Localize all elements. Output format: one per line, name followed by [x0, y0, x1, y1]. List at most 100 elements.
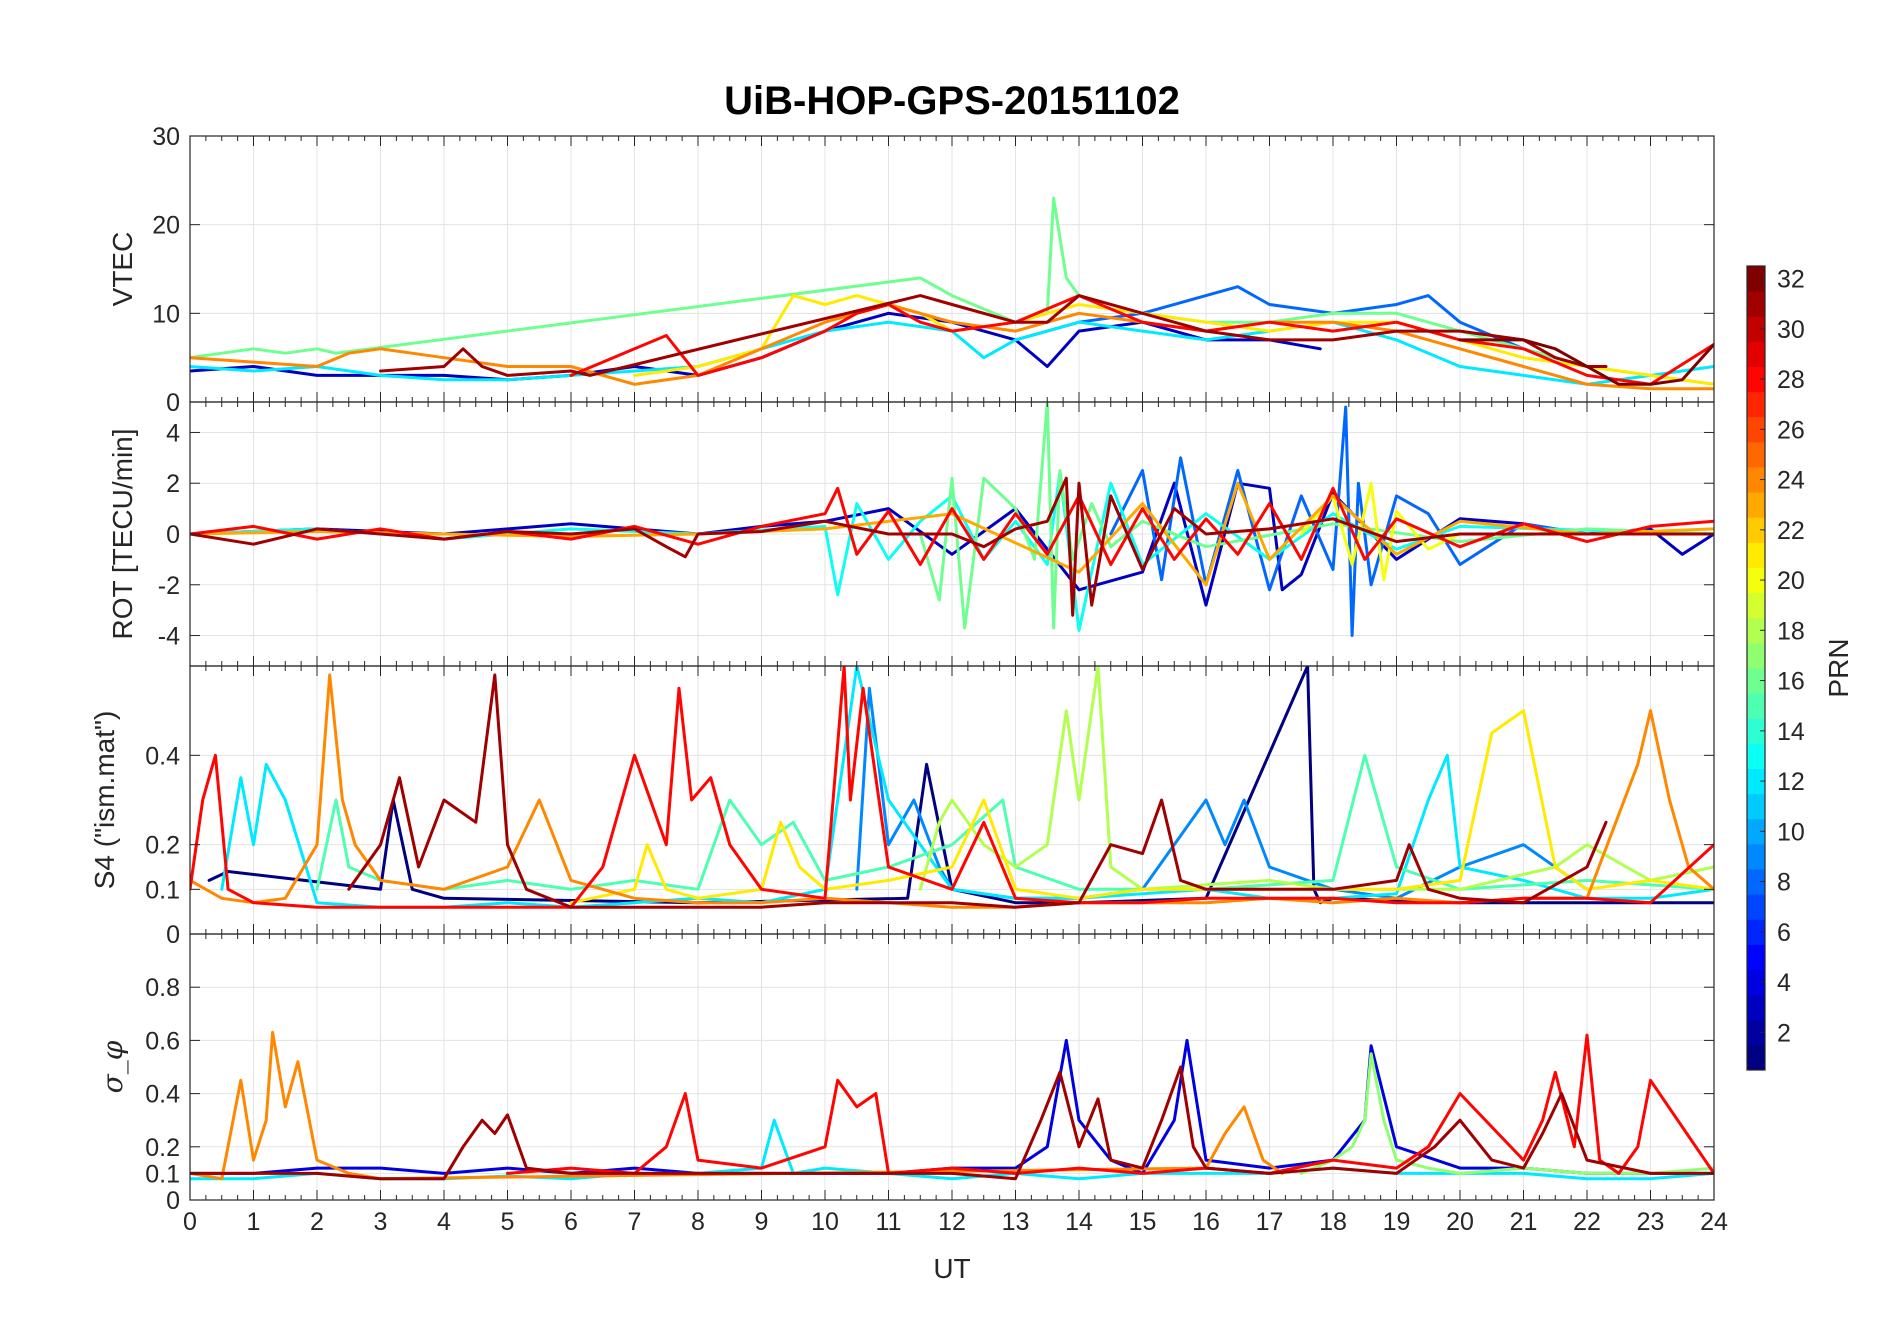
x-tick-label: 12: [938, 1208, 966, 1236]
x-tick-label: 3: [374, 1208, 388, 1236]
colorbar-tick-label: 28: [1777, 366, 1805, 394]
colorbar-label: PRN: [1823, 638, 1854, 697]
x-tick-label: 22: [1573, 1208, 1601, 1236]
x-tick-label: 2: [310, 1208, 324, 1236]
y-tick-label-rot: 2: [166, 470, 180, 498]
x-tick-label: 6: [564, 1208, 578, 1236]
y-tick-label-sigma: 0.6: [145, 1027, 180, 1055]
series-group-sigma: [190, 1030, 1714, 1181]
colorbar-swatch-10: [1747, 818, 1765, 845]
x-tick-label: 20: [1446, 1208, 1474, 1236]
colorbar-swatch-2: [1747, 1019, 1765, 1046]
colorbar-swatch-4: [1747, 969, 1765, 996]
x-tick-label: 18: [1319, 1208, 1347, 1236]
colorbar-swatch-24: [1747, 467, 1765, 493]
colorbar-swatch-30: [1747, 316, 1765, 342]
series-prn-20: [1299, 481, 1462, 582]
colorbar-frame: [1746, 265, 1766, 1071]
colorbar-swatch-23: [1747, 492, 1765, 518]
colorbar-tick-label: 6: [1777, 919, 1791, 947]
colorbar-tick-label: 20: [1777, 567, 1805, 595]
colorbar-swatch-18: [1747, 617, 1765, 644]
series-prn-12: [220, 666, 1714, 909]
colorbar-tick-label: 22: [1777, 517, 1805, 545]
colorbar-swatch-32: [1747, 266, 1765, 292]
colorbar-swatch-17: [1747, 642, 1765, 669]
series-prn-24: [190, 1030, 1284, 1181]
series-prn-31: [347, 673, 1608, 909]
series-prn-17: [1299, 1052, 1714, 1175]
x-tick-label: 5: [501, 1208, 515, 1236]
colorbar-swatch-14: [1747, 718, 1765, 744]
y-tick-label-sigma: 0.1: [145, 1160, 180, 1188]
x-tick-label: 23: [1637, 1208, 1665, 1236]
y-axis-label-s4: S4 ("ism.mat"): [89, 711, 120, 890]
x-tick-label: 21: [1510, 1208, 1538, 1236]
colorbar-swatch-22: [1747, 517, 1765, 543]
colorbar-tick-label: 30: [1777, 316, 1805, 344]
colorbar-tick-label: 8: [1777, 869, 1791, 897]
series-prn-16: [918, 402, 1714, 630]
colorbar-tick-label: 26: [1777, 416, 1805, 444]
y-tick-label-sigma: 0.8: [145, 974, 180, 1002]
series-prn-9: [855, 686, 1589, 900]
x-axis-label: UT: [933, 1253, 970, 1284]
series-prn-31: [190, 476, 1714, 617]
panel-s4: 0 0.1 0.2 0.4 S4 ("ism.mat"): [89, 665, 1715, 949]
colorbar-tick-label: 10: [1777, 818, 1805, 846]
y-tick-label-s4: 0.2: [145, 832, 180, 860]
x-tick-label: 15: [1129, 1208, 1157, 1236]
series-prn-12: [190, 320, 1714, 386]
colorbar-swatch-27: [1747, 391, 1765, 418]
series-prn-23: [190, 481, 1714, 587]
series-prn-18: [918, 666, 1714, 891]
colorbar-tick-label: 14: [1777, 718, 1805, 746]
x-tick-label: 0: [183, 1208, 197, 1236]
colorbar-swatch-3: [1747, 994, 1765, 1021]
x-tick-label: 9: [755, 1208, 769, 1236]
x-tick-label: 4: [437, 1208, 451, 1236]
colorbar-tick-label: 2: [1777, 1019, 1791, 1047]
series-prn-8: [1109, 405, 1589, 637]
colorbar-swatch-11: [1747, 793, 1765, 820]
y-axis-label-rot: ROT [TECU/min]: [107, 428, 138, 639]
panel-sigma: 00.10.2 0.4 0.6 0.8 σ_φ: [96, 933, 1715, 1215]
chart-title: UiB-HOP-GPS-20151102: [724, 79, 1180, 123]
colorbar-swatch-9: [1747, 843, 1765, 870]
series-prn-16: [190, 196, 1714, 386]
y-tick-label-sigma: 0: [166, 1187, 180, 1215]
colorbar-swatch-12: [1747, 768, 1765, 795]
y-tick-label-rot: 4: [166, 419, 180, 447]
y-axis-label-sigma: σ_φ: [96, 1040, 129, 1093]
y-tick-label-s4: 0: [166, 921, 180, 949]
y-tick-label-vtec: 10: [152, 300, 180, 328]
x-tick-labels: 0 1 2 3 4 5 6 7 8 9 10 11 12 13 14 15 16 17 18 19 20 21 22 23 24: [183, 1208, 1728, 1236]
y-tick-label-vtec: 30: [152, 123, 180, 151]
series-prn-28: [190, 666, 1714, 909]
colorbar-swatch-19: [1747, 592, 1765, 619]
series-prn-21: [569, 709, 1714, 905]
colorbar-swatch-6: [1747, 919, 1765, 945]
y-tick-label-rot: 0: [166, 521, 180, 549]
x-tick-label: 10: [811, 1208, 839, 1236]
series-prn-24: [190, 303, 1714, 391]
series-prn-28: [506, 1033, 1714, 1175]
colorbar-swatch-8: [1747, 869, 1765, 895]
series-prn-21: [633, 294, 1714, 386]
colorbar-tick-label: 24: [1777, 467, 1805, 495]
y-tick-label-vtec: 0: [166, 389, 180, 417]
x-tick-label: 8: [691, 1208, 705, 1236]
x-tick-label: 17: [1256, 1208, 1284, 1236]
colorbar-swatch-5: [1747, 944, 1765, 970]
colorbar-swatch-7: [1747, 894, 1765, 920]
colorbar-swatch-29: [1747, 341, 1765, 367]
x-tick-label: 24: [1700, 1208, 1728, 1236]
series-prn-8: [1014, 285, 1589, 368]
colorbar-swatch-31: [1747, 291, 1765, 317]
x-tick-label: 7: [628, 1208, 642, 1236]
colorbar-tick-label: 4: [1777, 969, 1791, 997]
colorbar-swatch-13: [1747, 743, 1765, 769]
colorbar-swatch-15: [1747, 693, 1765, 719]
